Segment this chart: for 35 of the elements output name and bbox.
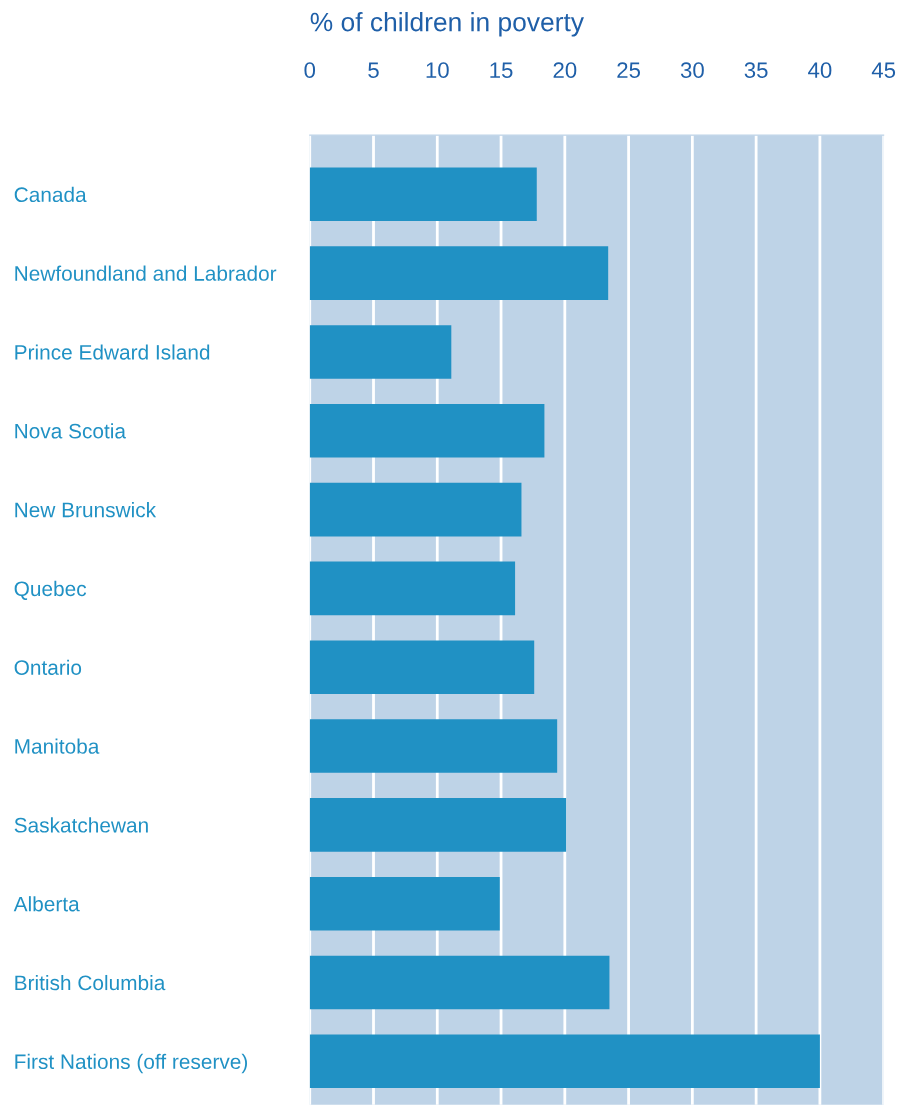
- bar: [309, 955, 610, 1010]
- x-tick-label: 0: [304, 62, 316, 79]
- y-tick-label: Ontario: [14, 659, 82, 675]
- x-tick-label: 25: [617, 62, 641, 79]
- x-tick-label: 20: [553, 62, 577, 79]
- y-tick-label: Newfoundland and Labrador: [15, 265, 277, 281]
- y-tick-label: British Columbia: [15, 974, 166, 991]
- y-tick-label: Prince Edward Island: [15, 344, 210, 360]
- y-tick-label: Canada: [14, 186, 87, 203]
- bar: [309, 719, 558, 773]
- x-tick-label: 40: [808, 62, 832, 79]
- y-tick-label: Quebec: [14, 580, 87, 600]
- bar: [309, 798, 567, 852]
- bar: [309, 403, 545, 458]
- bar: [309, 167, 537, 222]
- x-tick-label: 35: [744, 62, 768, 79]
- y-tick-label: First Nations (off reserve): [15, 1053, 248, 1074]
- x-tick-label: 30: [680, 62, 704, 79]
- y-tick-label: Saskatchewan: [14, 817, 148, 833]
- x-tick-label: 15: [490, 62, 513, 79]
- bar: [309, 246, 609, 300]
- bar: [309, 876, 500, 931]
- x-tick-label: 45: [871, 62, 896, 79]
- y-tick-label: Manitoba: [15, 738, 100, 754]
- y-tick-label: Alberta: [13, 896, 80, 912]
- y-tick-label: Nova Scotia: [15, 423, 126, 439]
- bar: [309, 482, 522, 537]
- bar: [309, 1034, 820, 1089]
- y-tick-label: New Brunswick: [15, 502, 157, 518]
- x-tick-label: 5: [368, 62, 379, 79]
- x-tick-label: 10: [426, 62, 449, 79]
- bar: [309, 561, 516, 616]
- bar: [309, 325, 452, 379]
- bar: [309, 640, 535, 695]
- x-axis-title: % of children in poverty: [310, 12, 584, 37]
